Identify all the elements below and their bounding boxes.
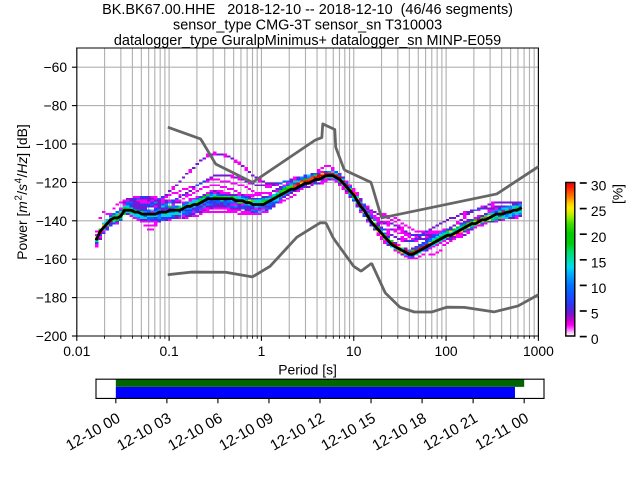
svg-text:−60: −60 [44, 59, 68, 75]
svg-text:1: 1 [258, 343, 266, 359]
svg-text:−200: −200 [36, 328, 68, 344]
svg-text:[%]: [%] [610, 184, 626, 204]
svg-text:sensor_type CMG-3T sensor_sn T: sensor_type CMG-3T sensor_sn T310003 [173, 17, 442, 33]
svg-text:P o w e: P o w e r [ / / ] [ d B ] m s H z 2 4 [2, 118, 32, 260]
svg-text:−120: −120 [36, 174, 68, 190]
svg-text:30: 30 [591, 178, 607, 194]
svg-text:100: 100 [435, 343, 458, 359]
svg-text:−180: −180 [36, 290, 68, 306]
svg-text:1000: 1000 [523, 343, 554, 359]
svg-text:datalogger_type GuralpMinimus+: datalogger_type GuralpMinimus+ datalogge… [114, 33, 501, 49]
svg-text:20: 20 [591, 229, 607, 245]
svg-text:10: 10 [591, 280, 607, 296]
svg-text:−140: −140 [36, 213, 68, 229]
svg-text:0.1: 0.1 [159, 343, 179, 359]
svg-text:−160: −160 [36, 251, 68, 267]
svg-text:15: 15 [591, 254, 607, 270]
svg-text:BK.BK67.00.HHE 2018-12-10 --: BK.BK67.00.HHE 2018-12-10 -- 2018-12-10 … [102, 2, 513, 18]
svg-text:10: 10 [346, 343, 362, 359]
svg-text:5: 5 [591, 306, 599, 322]
svg-text:−80: −80 [44, 98, 68, 114]
svg-text:0: 0 [591, 331, 599, 347]
svg-text:−100: −100 [36, 136, 68, 152]
svg-text:Period [s]: Period [s] [278, 361, 337, 377]
svg-text:0.01: 0.01 [63, 343, 90, 359]
svg-text:25: 25 [591, 203, 607, 219]
